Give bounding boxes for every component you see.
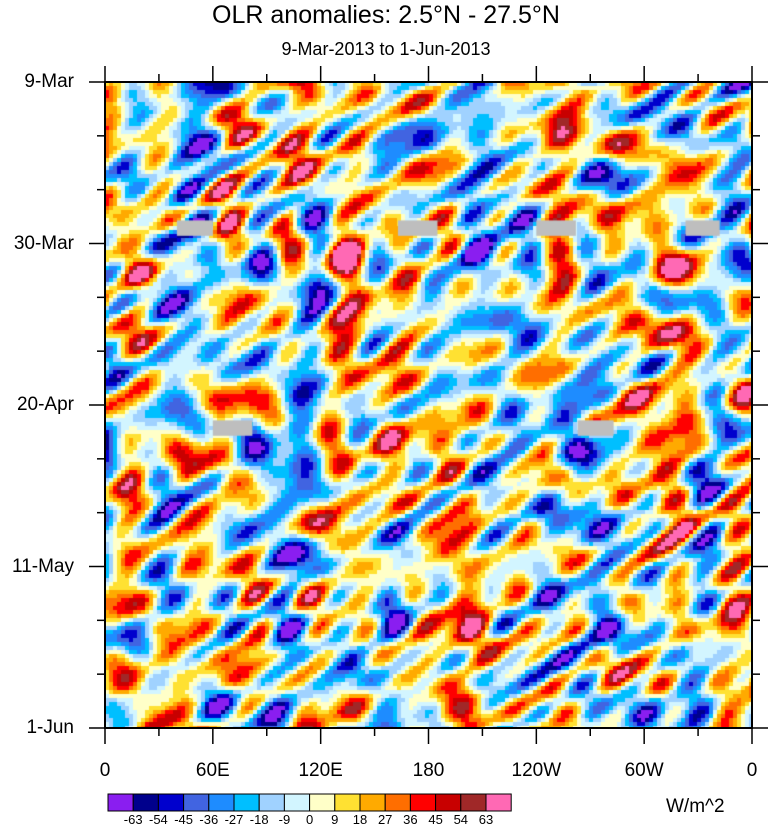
- x-tick-label: 60W: [624, 760, 664, 781]
- y-tick-label: 20-Apr: [16, 394, 74, 415]
- colorbar-unit: W/m^2: [666, 796, 725, 817]
- colorbar-label: -63: [123, 812, 143, 827]
- chart-subtitle: 9-Mar-2013 to 1-Jun-2013: [281, 39, 491, 59]
- colorbar-swatch: [208, 793, 235, 812]
- x-tick-label: 0: [99, 760, 111, 781]
- y-tick-label: 1-Jun: [26, 717, 74, 738]
- colorbar-label: -18: [249, 812, 269, 827]
- colorbar-swatch: [258, 793, 285, 812]
- colorbar-swatch: [309, 793, 336, 812]
- y-tick-label: 9-Mar: [24, 71, 74, 92]
- colorbar-swatch: [132, 793, 159, 812]
- x-tick-label: 180: [412, 760, 445, 781]
- colorbar-swatch: [435, 793, 462, 812]
- colorbar-label: 27: [377, 812, 393, 827]
- colorbar-swatch: [334, 793, 361, 812]
- colorbar-swatch: [384, 793, 411, 812]
- colorbar-swatch: [283, 793, 311, 812]
- colorbar-swatch: [157, 793, 185, 812]
- colorbar-swatch: [233, 793, 260, 812]
- chart-title: OLR anomalies: 2.5°N - 27.5°N: [212, 1, 560, 29]
- colorbar-label: -27: [224, 812, 244, 827]
- colorbar-swatch: [183, 793, 210, 812]
- colorbar-label: 54: [453, 812, 469, 827]
- colorbar-label: 18: [352, 812, 368, 827]
- colorbar-label: -9: [278, 812, 291, 827]
- colorbar-label: 45: [428, 812, 443, 827]
- colorbar-label: -54: [148, 812, 168, 827]
- y-tick-label: 30-Mar: [13, 232, 74, 254]
- colorbar-label: 9: [331, 812, 339, 827]
- x-tick-label: 120W: [511, 760, 562, 781]
- x-tick-label: 120E: [298, 760, 343, 781]
- colorbar-swatch: [409, 793, 437, 812]
- colorbar-label: 36: [403, 812, 418, 827]
- olr-anomaly-field: [105, 82, 752, 728]
- colorbar-label: -36: [199, 812, 219, 827]
- colorbar-swatch: [107, 793, 134, 812]
- y-tick-label: 11-May: [12, 555, 74, 577]
- colorbar-swatch: [359, 793, 386, 812]
- colorbar-swatch: [485, 793, 512, 812]
- x-tick-label: 60E: [195, 760, 230, 781]
- colorbar-label: 0: [305, 812, 314, 827]
- colorbar-swatch: [460, 793, 487, 812]
- colorbar-label: 63: [478, 812, 494, 827]
- colorbar-label: -45: [174, 812, 193, 827]
- plot-frame: [104, 81, 753, 729]
- x-tick-label: 0: [746, 760, 758, 781]
